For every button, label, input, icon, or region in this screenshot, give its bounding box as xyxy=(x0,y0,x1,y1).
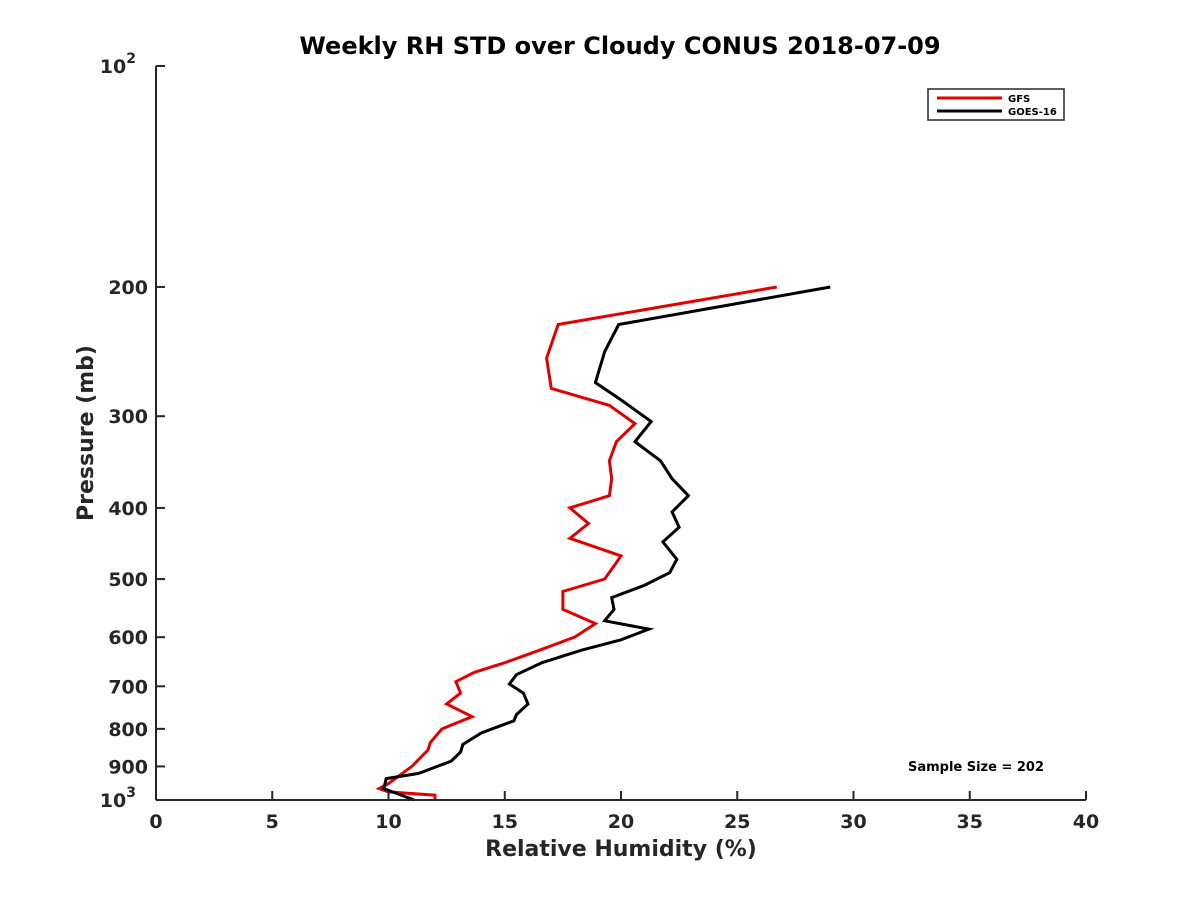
x-tick-label: 5 xyxy=(266,811,279,833)
x-tick-label: 30 xyxy=(840,811,866,833)
legend-label-goes-16: GOES-16 xyxy=(1008,107,1057,118)
legend-label-gfs: GFS xyxy=(1008,94,1030,105)
y-tick-label: 600 xyxy=(108,627,148,649)
y-tick-label-base: 10 xyxy=(100,56,126,78)
y-tick-label-exponent: 2 xyxy=(126,51,136,67)
legend: GFS GOES-16 xyxy=(927,88,1065,121)
y-tick-label-base: 10 xyxy=(100,790,126,812)
y-tick-label-exponent: 3 xyxy=(126,785,136,801)
y-axis-label: Pressure (mb) xyxy=(74,345,99,521)
y-tick-label: 300 xyxy=(108,406,148,428)
series-line-goes-16 xyxy=(382,285,831,802)
x-axis-ticks: 0 5 10 15 20 25 30 35 40 xyxy=(149,791,1099,833)
sample-size-annotation: Sample Size = 202 xyxy=(908,760,1044,775)
series-line-gfs xyxy=(375,285,778,800)
y-tick-label: 900 xyxy=(108,756,148,778)
y-tick-label: 103 xyxy=(100,785,136,812)
x-tick-label: 0 xyxy=(149,811,162,833)
y-tick-label: 400 xyxy=(108,498,148,520)
y-tick-label: 700 xyxy=(108,676,148,698)
x-tick-label: 20 xyxy=(608,811,634,833)
y-tick-label: 800 xyxy=(108,719,148,741)
x-tick-label: 10 xyxy=(375,811,401,833)
chart-title: Weekly RH STD over Cloudy CONUS 2018-07-… xyxy=(299,32,940,60)
y-tick-label: 102 xyxy=(100,51,136,78)
x-axis-label: Relative Humidity (%) xyxy=(485,837,757,862)
plot-area xyxy=(375,285,831,802)
y-tick-label: 500 xyxy=(108,569,148,591)
x-tick-label: 25 xyxy=(724,811,750,833)
x-tick-label: 15 xyxy=(492,811,518,833)
legend-box xyxy=(927,88,1065,121)
x-tick-label: 40 xyxy=(1073,811,1099,833)
y-tick-label: 200 xyxy=(108,277,148,299)
x-tick-label: 35 xyxy=(957,811,983,833)
